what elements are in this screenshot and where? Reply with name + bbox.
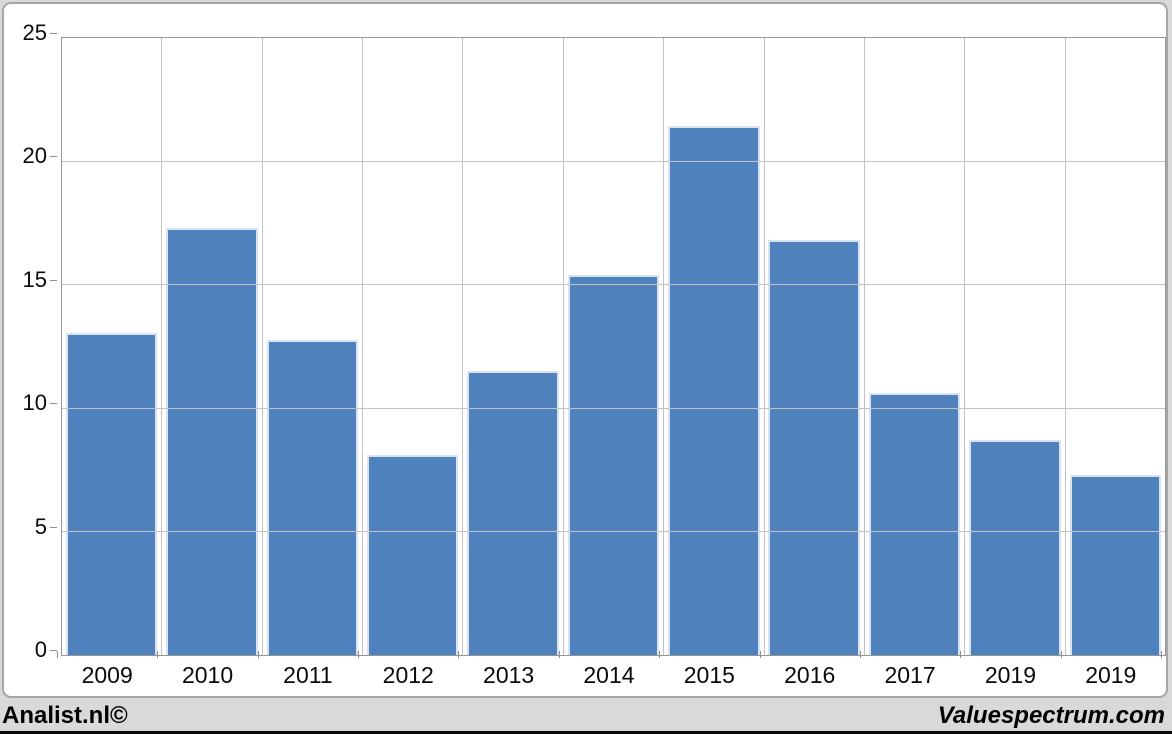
x-tick-0 xyxy=(57,651,58,658)
x-axis-label-2014-5: 2014 xyxy=(583,662,635,688)
bar-2009-0 xyxy=(65,332,158,655)
x-tick-3 xyxy=(358,651,360,658)
x-axis-label-2019-9: 2019 xyxy=(984,662,1036,688)
y-axis-label-5: 5 xyxy=(34,513,47,539)
gridline-y-5 xyxy=(62,531,1165,533)
bar-2014-5 xyxy=(567,274,660,655)
y-tick-15 xyxy=(50,279,57,281)
y-tick-25 xyxy=(50,33,57,34)
bar-2016-7 xyxy=(768,240,860,655)
y-tick-20 xyxy=(50,156,57,158)
bar-slots-container xyxy=(62,38,1165,655)
x-axis-label-2015-6: 2015 xyxy=(683,662,735,688)
bar-slot-2011-2 xyxy=(263,38,364,655)
x-axis-label-2016-7: 2016 xyxy=(784,662,836,688)
valuespectrum-credit-label: Valuespectrum.com xyxy=(937,702,1165,729)
bar-2017-8 xyxy=(868,393,961,655)
bar-slot-2017-8 xyxy=(865,38,966,655)
x-tick-5 xyxy=(558,651,560,658)
bar-2019-9 xyxy=(969,440,1061,655)
y-axis-label-10: 10 xyxy=(22,390,47,416)
y-axis-label-20: 20 xyxy=(22,143,47,169)
x-tick-8 xyxy=(859,651,861,658)
bar-2013-4 xyxy=(467,371,559,655)
gridline-y-20 xyxy=(62,160,1165,162)
bar-slot-2012-3 xyxy=(363,38,464,655)
plot-area xyxy=(61,37,1166,656)
x-tick-7 xyxy=(759,651,761,658)
x-tick-4 xyxy=(458,651,460,658)
y-tick-10 xyxy=(50,403,57,405)
x-tick-1 xyxy=(157,651,159,658)
x-axis-label-2017-8: 2017 xyxy=(884,662,936,688)
x-axis-label-2013-4: 2013 xyxy=(483,662,535,688)
bar-slot-2013-4 xyxy=(463,38,564,655)
x-tick-2 xyxy=(257,651,259,658)
bar-slot-2016-7 xyxy=(765,38,865,655)
bar-slot-2015-6 xyxy=(664,38,765,655)
x-tick-11 xyxy=(1161,651,1162,658)
x-axis-labels: 2009 2010 2011 2012 2013 2014 2015 2016 2017 2019… xyxy=(57,662,1161,696)
x-tick-10 xyxy=(1060,651,1062,658)
analist-credit-label: Analist.nl© xyxy=(2,702,128,729)
y-axis-label-0: 0 xyxy=(34,637,47,662)
bar-2010-1 xyxy=(166,228,258,655)
x-axis-label-2012-3: 2012 xyxy=(382,662,434,688)
y-tick-5 xyxy=(50,526,57,528)
x-axis-label-2010-1: 2010 xyxy=(181,662,234,688)
chart-canvas xyxy=(2,2,1168,698)
bar-slot-2010-1 xyxy=(162,38,263,655)
bar-2011-2 xyxy=(266,340,359,655)
bar-slot-2019-10 xyxy=(1066,38,1165,655)
y-axis-label-15: 15 xyxy=(22,266,47,292)
bar-slot-2009-0 xyxy=(62,38,163,655)
bar-slot-2014-5 xyxy=(564,38,665,655)
x-axis-label-2011-2: 2011 xyxy=(283,662,333,688)
bar-2015-6 xyxy=(668,125,760,655)
footer-bar: Analist.nl© Valuespectrum.com xyxy=(0,700,1172,734)
gridline-y-15 xyxy=(62,284,1165,286)
x-axis-label-2009-0: 2009 xyxy=(81,662,133,688)
y-axis-label-25: 25 xyxy=(22,20,47,45)
x-tick-6 xyxy=(659,651,661,658)
bar-2012-3 xyxy=(367,455,459,655)
gridline-y-10 xyxy=(62,407,1165,409)
x-axis-label-2019-10: 2019 xyxy=(1085,662,1137,688)
x-tick-9 xyxy=(960,651,962,658)
bar-2019-10 xyxy=(1069,474,1161,655)
y-tick-0 xyxy=(50,650,57,651)
bar-slot-2019-9 xyxy=(965,38,1066,655)
